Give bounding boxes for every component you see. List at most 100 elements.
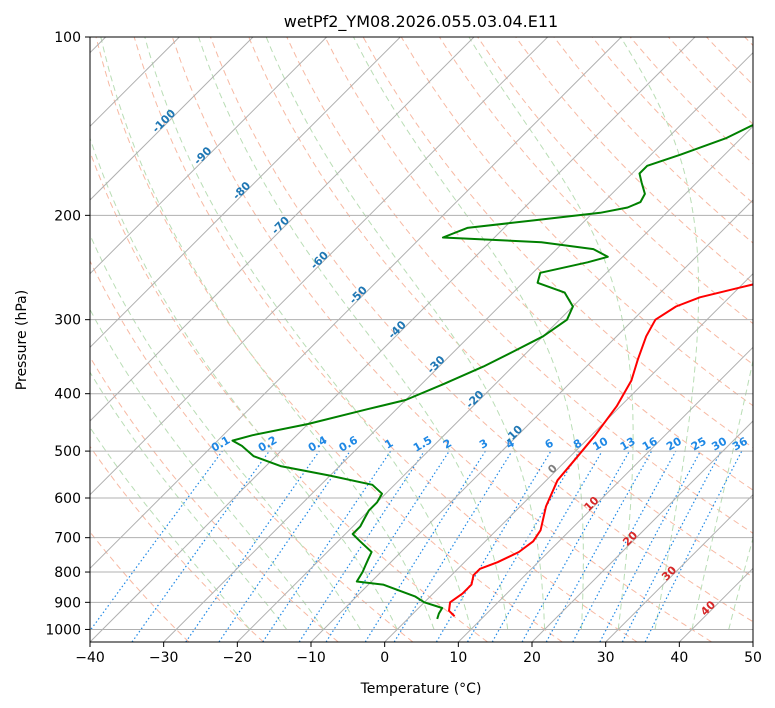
isotherm	[90, 37, 254, 201]
moist-adiabat	[265, 37, 546, 630]
isotherm-label: -100	[150, 107, 179, 136]
y-tick-label: 100	[54, 30, 81, 46]
pressure-gridlines	[90, 37, 753, 630]
x-tick-label: 20	[523, 650, 541, 666]
mixing-ratio-line	[90, 450, 223, 632]
isotherm	[90, 37, 549, 496]
plot-area: 0.1 0.2 0.4 0.6 1 1.5 2 3 4 6 8 10 13 16 20 25 30 36-100-…	[90, 37, 753, 642]
chart-title: wetPf2_YM08.2026.055.03.04.E11	[284, 12, 558, 32]
mixing-ratio-line	[298, 450, 425, 642]
dry-adiabat	[286, 37, 753, 534]
dry-adiabat	[171, 37, 712, 642]
y-axis-label: Pressure (hPa)	[14, 290, 30, 390]
plot-frame	[89, 36, 754, 643]
dry-adiabat	[90, 445, 264, 642]
moist-adiabat	[198, 37, 509, 630]
y-tick-label: 1000	[45, 622, 81, 638]
isotherm-label: -80	[230, 179, 253, 202]
mixing-ratio-line	[599, 450, 702, 642]
y-tick-label: 600	[54, 491, 81, 507]
dry-adiabat	[553, 37, 753, 244]
dry-adiabat	[324, 37, 753, 491]
mixing-ratio-line	[325, 450, 450, 642]
isotherm	[678, 567, 753, 642]
x-tick-label: 0	[380, 650, 389, 666]
dry-adiabat	[90, 259, 414, 642]
y-axis-ticks: 100 200 300 400 500 600 700 800 900 1000	[45, 30, 90, 638]
x-tick-label: 40	[670, 650, 688, 666]
dry-adiabat	[668, 37, 753, 125]
isotherm	[752, 641, 753, 642]
mixing-ratio-line	[545, 450, 653, 642]
y-tick-label: 300	[54, 313, 81, 329]
isotherm-label: 10	[582, 494, 602, 514]
isotherm-label: -70	[269, 214, 292, 237]
y-tick-label: 500	[54, 444, 81, 460]
dry-adiabat	[248, 37, 753, 578]
moist-adiabat	[468, 37, 634, 630]
mixing-ratio-line	[185, 450, 320, 642]
isotherm	[531, 420, 753, 642]
temperature-profile	[448, 283, 753, 617]
isotherm	[90, 37, 475, 422]
background-line-labels: 0.1 0.2 0.4 0.6 1 1.5 2 3 4 6 8 10 13 16 20 25 30 36-100-…	[150, 107, 751, 619]
isotherm-label: -50	[347, 283, 370, 306]
mixing-ratio-line	[572, 450, 677, 642]
dry-adiabat	[90, 356, 339, 642]
moist-adiabat	[90, 371, 288, 630]
moist-adiabat	[144, 37, 472, 630]
isotherm	[384, 272, 753, 642]
dry-adiabat	[133, 37, 638, 642]
x-tick-label: 30	[597, 650, 615, 666]
mixing-ratio-label: 6	[543, 436, 556, 451]
y-tick-label: 200	[54, 208, 81, 224]
moist-adiabat	[90, 136, 398, 630]
mixing-ratio-label: 3	[477, 437, 490, 452]
isotherm-label: -20	[463, 388, 486, 411]
isotherm	[90, 37, 622, 570]
mixing-ratio-line	[218, 450, 351, 642]
dry-adiabat	[515, 37, 753, 284]
isotherm	[310, 199, 753, 642]
y-tick-label: 800	[54, 565, 81, 581]
isotherm	[457, 346, 753, 642]
isotherm-label: 40	[698, 598, 718, 618]
isotherms	[90, 37, 753, 642]
mixing-ratio-line	[644, 450, 743, 642]
x-tick-label: −20	[223, 650, 253, 666]
mixing-ratio-line	[435, 450, 552, 642]
dry-adiabat	[90, 150, 488, 642]
mixing-ratio-line	[262, 450, 392, 642]
x-tick-label: −10	[296, 650, 326, 666]
y-tick-label: 700	[54, 531, 81, 547]
isotherm	[163, 51, 753, 642]
mixing-ratio-line	[131, 450, 270, 642]
isotherm-label: -30	[424, 353, 447, 376]
isotherm	[605, 493, 753, 642]
y-tick-label: 900	[54, 595, 81, 611]
profile-series	[231, 123, 753, 620]
moist-adiabat	[728, 536, 753, 630]
isotherm-label: 30	[659, 563, 679, 583]
dry-adiabats	[90, 37, 753, 642]
mixing-ratio-line	[364, 450, 486, 642]
moist-adiabat	[90, 308, 324, 630]
dewpoint-profile	[231, 123, 753, 620]
moist-adiabat	[90, 233, 361, 630]
x-axis-label: Temperature (°C)	[360, 681, 482, 697]
x-tick-label: 50	[744, 650, 762, 666]
x-tick-label: 10	[449, 650, 467, 666]
isotherm-label: -40	[386, 318, 409, 341]
isotherm	[90, 37, 696, 642]
dry-adiabat	[210, 37, 753, 623]
moist-adiabats	[90, 37, 753, 630]
mixing-ratio-lines	[90, 450, 743, 642]
moist-adiabat	[90, 426, 251, 630]
mixing-ratio-label: 2	[441, 437, 454, 452]
dry-adiabat	[706, 37, 753, 86]
x-axis-ticks: −40 −30 −20 −10 0 10 20 30 40 50	[75, 642, 762, 666]
dry-adiabat	[95, 37, 563, 642]
isotherm	[90, 37, 401, 349]
moist-adiabat	[353, 37, 584, 630]
